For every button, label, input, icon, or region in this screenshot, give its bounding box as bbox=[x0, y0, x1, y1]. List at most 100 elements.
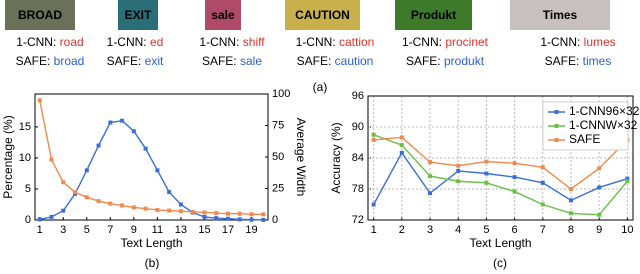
label-part: SAFE: bbox=[545, 54, 580, 68]
y-tick-label: 5 bbox=[25, 183, 31, 195]
label-part: 1-CNN: bbox=[402, 35, 442, 49]
point bbox=[456, 168, 461, 173]
series-line bbox=[39, 119, 264, 221]
point bbox=[399, 143, 404, 148]
y-axis-label: Accuracy (%) bbox=[329, 122, 343, 193]
legend-label: 1-CNNW×32 bbox=[569, 118, 638, 132]
label-part: SAFE: bbox=[297, 54, 332, 68]
point bbox=[131, 129, 136, 134]
point bbox=[428, 160, 433, 165]
y-tick-label: 96 bbox=[352, 90, 364, 102]
point bbox=[484, 171, 489, 176]
image-text: Produkt bbox=[411, 8, 456, 22]
label-part: 1-CNN: bbox=[199, 35, 239, 49]
label-part: SAFE: bbox=[16, 54, 51, 68]
point bbox=[428, 174, 433, 179]
x-tick-label: 11 bbox=[152, 224, 163, 236]
point bbox=[167, 190, 172, 195]
label-part: exit bbox=[145, 54, 164, 68]
point bbox=[625, 176, 630, 181]
point bbox=[214, 211, 219, 216]
label-part: 1-CNN: bbox=[540, 35, 580, 49]
x-tick-label: 15 bbox=[198, 224, 210, 236]
label-part: SAFE: bbox=[202, 54, 237, 68]
safe-label: SAFE: broad bbox=[16, 54, 85, 68]
point bbox=[540, 180, 545, 185]
y-axis-label: Percentage (%) bbox=[1, 115, 15, 198]
point bbox=[371, 137, 376, 142]
point bbox=[512, 161, 517, 166]
series-line bbox=[373, 136, 628, 190]
point bbox=[399, 150, 404, 155]
x-tick-label: 1 bbox=[371, 224, 377, 236]
legend-marker bbox=[554, 110, 559, 114]
label-part: procinet bbox=[445, 35, 488, 49]
caption: (b) bbox=[145, 256, 160, 270]
point bbox=[399, 135, 404, 140]
label-part: broad bbox=[54, 54, 85, 68]
point bbox=[597, 166, 602, 171]
point bbox=[73, 190, 78, 195]
x-tick-label: 8 bbox=[568, 224, 574, 236]
y2-axis-label: Average Width bbox=[294, 118, 308, 197]
point bbox=[49, 157, 54, 162]
point bbox=[49, 214, 54, 219]
x-axis-label: Text Length bbox=[120, 236, 182, 250]
point bbox=[261, 212, 266, 217]
label-part: 1-CNN: bbox=[16, 35, 56, 49]
plot-frame bbox=[367, 95, 634, 221]
x-tick-label: 19 bbox=[245, 224, 257, 236]
point bbox=[155, 207, 160, 212]
x-tick-label: 17 bbox=[222, 224, 234, 236]
label-part: 1-CNN: bbox=[107, 35, 147, 49]
point bbox=[568, 211, 573, 216]
point bbox=[84, 168, 89, 173]
point bbox=[225, 211, 230, 216]
image-text: EXIT bbox=[125, 8, 152, 22]
cnn-label: 1-CNN: ed bbox=[107, 35, 164, 49]
point bbox=[261, 217, 266, 222]
point bbox=[120, 203, 125, 208]
x-tick-label: 1 bbox=[37, 224, 43, 236]
example-image bbox=[510, 0, 610, 30]
label-part: cattion bbox=[339, 35, 374, 49]
point bbox=[568, 187, 573, 191]
point bbox=[131, 205, 136, 210]
point bbox=[155, 168, 160, 173]
point bbox=[512, 175, 517, 180]
image-text: CAUTION bbox=[295, 8, 350, 22]
example-image bbox=[5, 0, 75, 30]
safe-label: SAFE: caution bbox=[297, 54, 374, 68]
point bbox=[371, 202, 376, 207]
safe-label: SAFE: times bbox=[545, 54, 612, 68]
image-text: BROAD bbox=[18, 8, 62, 22]
point bbox=[37, 217, 42, 222]
label-part: caution bbox=[335, 54, 374, 68]
point bbox=[249, 217, 254, 222]
cnn-label: 1-CNN: shiff bbox=[199, 35, 265, 49]
point bbox=[428, 191, 433, 196]
point bbox=[96, 199, 101, 204]
point bbox=[202, 210, 207, 215]
y-tick-label: 10 bbox=[19, 152, 31, 164]
example-image bbox=[118, 0, 158, 30]
cnn-label: 1-CNN: road bbox=[16, 35, 83, 49]
label-part: SAFE: bbox=[406, 54, 441, 68]
point bbox=[143, 146, 148, 151]
legend-marker bbox=[554, 124, 559, 128]
x-tick-label: 9 bbox=[131, 224, 137, 236]
point bbox=[540, 165, 545, 170]
point bbox=[456, 179, 461, 184]
legend-label: SAFE bbox=[569, 132, 600, 146]
point bbox=[178, 209, 183, 214]
point bbox=[540, 202, 545, 207]
cnn-label: 1-CNN: lumes bbox=[540, 35, 615, 49]
point bbox=[597, 212, 602, 217]
label-part: SAFE: bbox=[107, 54, 142, 68]
image-text: sale bbox=[211, 8, 235, 22]
example-image bbox=[395, 0, 472, 30]
x-tick-label: 13 bbox=[175, 224, 187, 236]
point bbox=[108, 201, 113, 206]
point bbox=[625, 179, 630, 184]
